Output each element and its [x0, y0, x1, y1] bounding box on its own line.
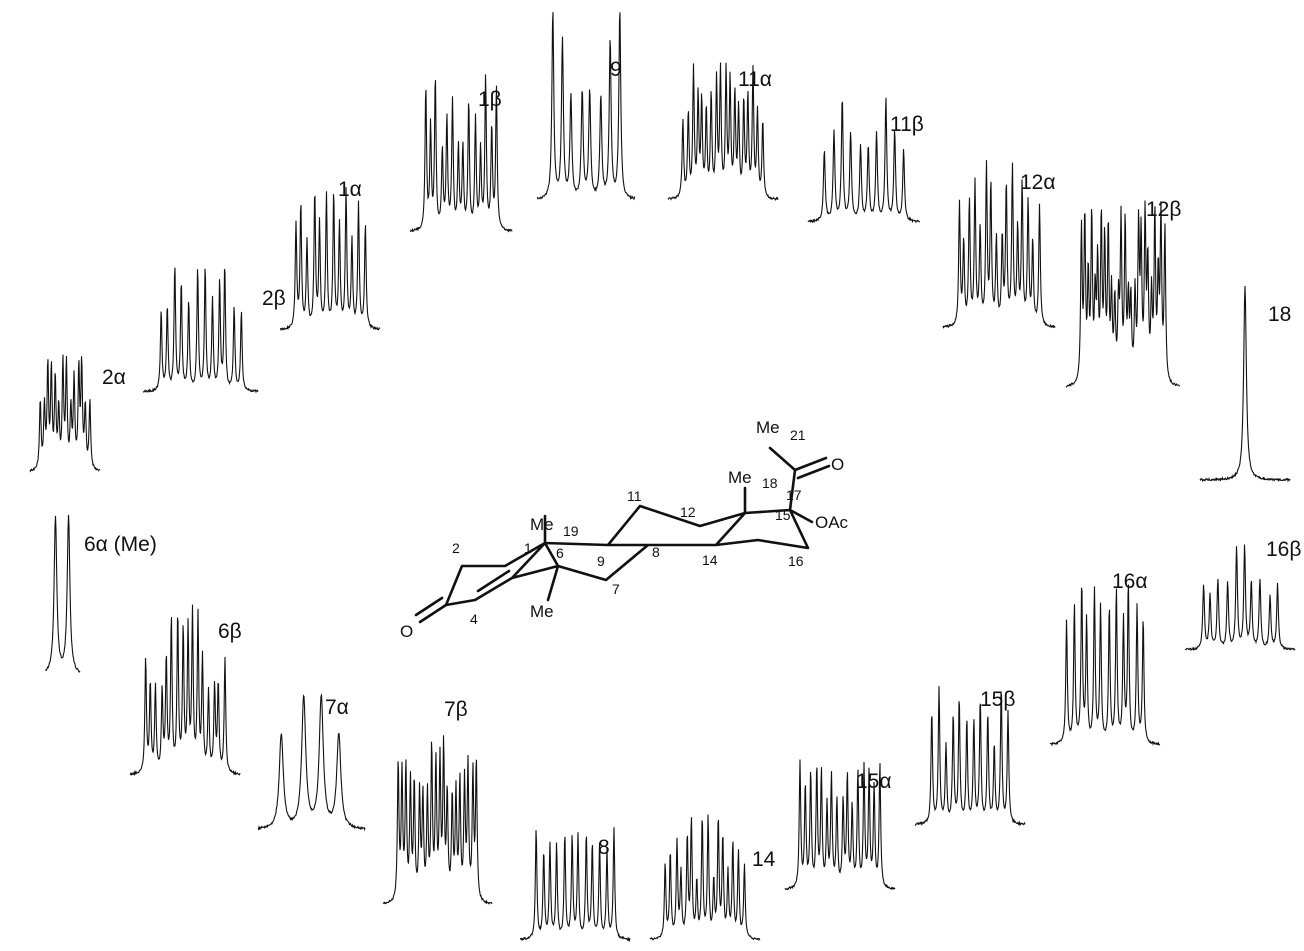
position-number: 12 [680, 504, 696, 520]
spectrum-label: 7β [444, 698, 468, 721]
position-number: 4 [470, 611, 478, 627]
bonds [446, 448, 829, 605]
spectrum-label: 9 [610, 58, 622, 81]
multiplet [143, 268, 258, 392]
multiplet [1050, 585, 1160, 746]
carbon-number: 18 [762, 475, 778, 491]
oxygen-label: O [831, 455, 844, 474]
double-bonds [416, 571, 509, 622]
position-number: 17 [786, 487, 802, 503]
spectrum-label: 16β [1266, 538, 1301, 561]
multiplet [537, 12, 635, 199]
methyl-label: Me [728, 468, 752, 487]
acetate-label: OAc [815, 513, 849, 532]
position-number: 11 [627, 488, 642, 504]
page: {"spectra": ["2α", "2β", "1α", "1β", "9"… [0, 0, 1304, 946]
multiplet [520, 827, 630, 940]
position-number: 14 [702, 552, 718, 568]
methyl-label: Me [756, 418, 780, 437]
carbon-number: 21 [790, 427, 806, 443]
spectrum-label: 16α [1112, 570, 1148, 593]
spectrum-label: 18 [1268, 303, 1291, 326]
spectrum-label: 6α (Me) [84, 533, 157, 556]
spectrum-label: 1β [478, 88, 502, 111]
figure: Me 19 Me 18 Me 21 O O OAc Me 12467891112… [0, 0, 1304, 946]
spectrum-label: 8 [598, 836, 610, 859]
spectrum-label: 7α [325, 696, 349, 719]
position-number: 9 [597, 553, 605, 569]
spectrum-label: 14 [752, 848, 776, 871]
spectrum-label: 12β [1146, 198, 1181, 221]
structure-labels: Me 19 Me 18 Me 21 O O OAc Me 12467891112… [400, 418, 849, 641]
oxygen-label: O [400, 622, 413, 641]
multiplet [258, 695, 365, 829]
position-number: 6 [556, 545, 564, 561]
multiplet [30, 355, 100, 472]
spectrum-label: 2β [262, 287, 286, 310]
spectrum-label: 1α [338, 178, 362, 201]
spectrum-label: 11β [890, 113, 924, 136]
position-number: 8 [652, 544, 660, 560]
spectrum-label: 15β [980, 688, 1015, 711]
multiplet [280, 187, 380, 330]
position-number: 7 [612, 581, 620, 597]
position-number: 16 [788, 553, 804, 569]
position-number: 2 [452, 540, 460, 556]
spectrum-label: 12α [1020, 171, 1056, 194]
spectrum-label: 15α [856, 770, 892, 793]
multiplet [383, 735, 492, 904]
position-number: 1 [524, 540, 532, 556]
spectrum-label: 6β [218, 620, 242, 643]
position-number: 15 [775, 507, 791, 523]
multiplet [650, 815, 760, 940]
multiplet [1066, 201, 1180, 387]
methyl-label: Me [530, 515, 554, 534]
carbon-number: 19 [563, 523, 579, 539]
spectrum-label: 2α [102, 366, 126, 389]
methyl-label: Me [530, 602, 554, 621]
spectrum-label: 11α [738, 68, 772, 91]
multiplet [45, 515, 80, 672]
